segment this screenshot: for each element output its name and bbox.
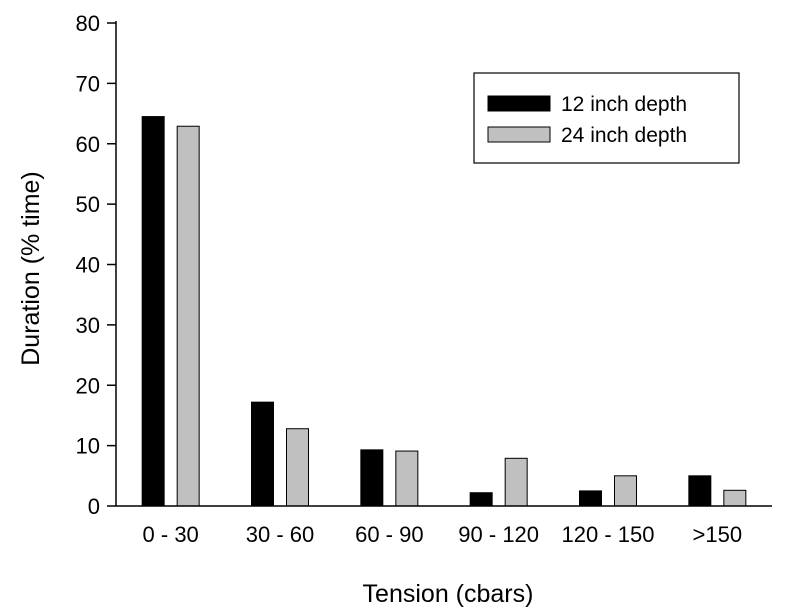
y-tick-label: 80 <box>76 11 100 36</box>
x-tick-label: 0 - 30 <box>143 522 199 547</box>
y-axis-title: Duration (% time) <box>17 171 45 366</box>
bar-24-inch <box>176 125 200 507</box>
y-tick-label: 10 <box>76 434 100 459</box>
y-axis-ticks: 0 10 20 30 40 50 60 70 80 <box>76 11 116 519</box>
y-tick-label: 30 <box>76 313 100 338</box>
bar-12-inch <box>688 475 712 507</box>
bar-24-inch <box>286 428 309 507</box>
bar-24-inch <box>723 489 747 507</box>
x-axis-ticks: 0 - 30 30 - 60 60 - 90 90 - 120 120 - 150 >15… <box>143 522 743 547</box>
legend: 12 inch depth 24 inch depth <box>473 72 740 164</box>
x-axis-title: Tension (cbars) <box>363 580 534 608</box>
y-tick-label: 60 <box>76 132 100 157</box>
x-tick-label: 30 - 60 <box>246 522 315 547</box>
y-tick-label: 0 <box>88 494 100 519</box>
bar-12-inch <box>360 449 384 507</box>
y-tick-label: 50 <box>76 192 100 217</box>
y-tick-label: 20 <box>76 373 100 398</box>
x-tick-label: >150 <box>693 522 743 547</box>
bar-12-inch <box>251 401 274 507</box>
x-tick-label: 60 - 90 <box>355 522 424 547</box>
y-tick-label: 70 <box>76 71 100 96</box>
y-tick-label: 40 <box>76 253 100 278</box>
bar-24-inch <box>614 475 637 507</box>
legend-swatch-24-inch <box>487 126 551 143</box>
bar-24-inch <box>504 457 528 507</box>
bars <box>141 116 747 507</box>
x-tick-label: 120 - 150 <box>562 522 655 547</box>
legend-swatch-12-inch <box>487 95 551 112</box>
bar-12-inch <box>141 116 165 507</box>
legend-label-12-inch: 12 inch depth <box>561 93 687 116</box>
x-tick-label: 90 - 120 <box>458 522 539 547</box>
bar-12-inch <box>579 490 602 507</box>
legend-box <box>473 72 740 164</box>
bar-12-inch <box>469 492 493 507</box>
legend-label-24-inch: 24 inch depth <box>561 124 687 147</box>
bar-24-inch <box>395 450 419 507</box>
